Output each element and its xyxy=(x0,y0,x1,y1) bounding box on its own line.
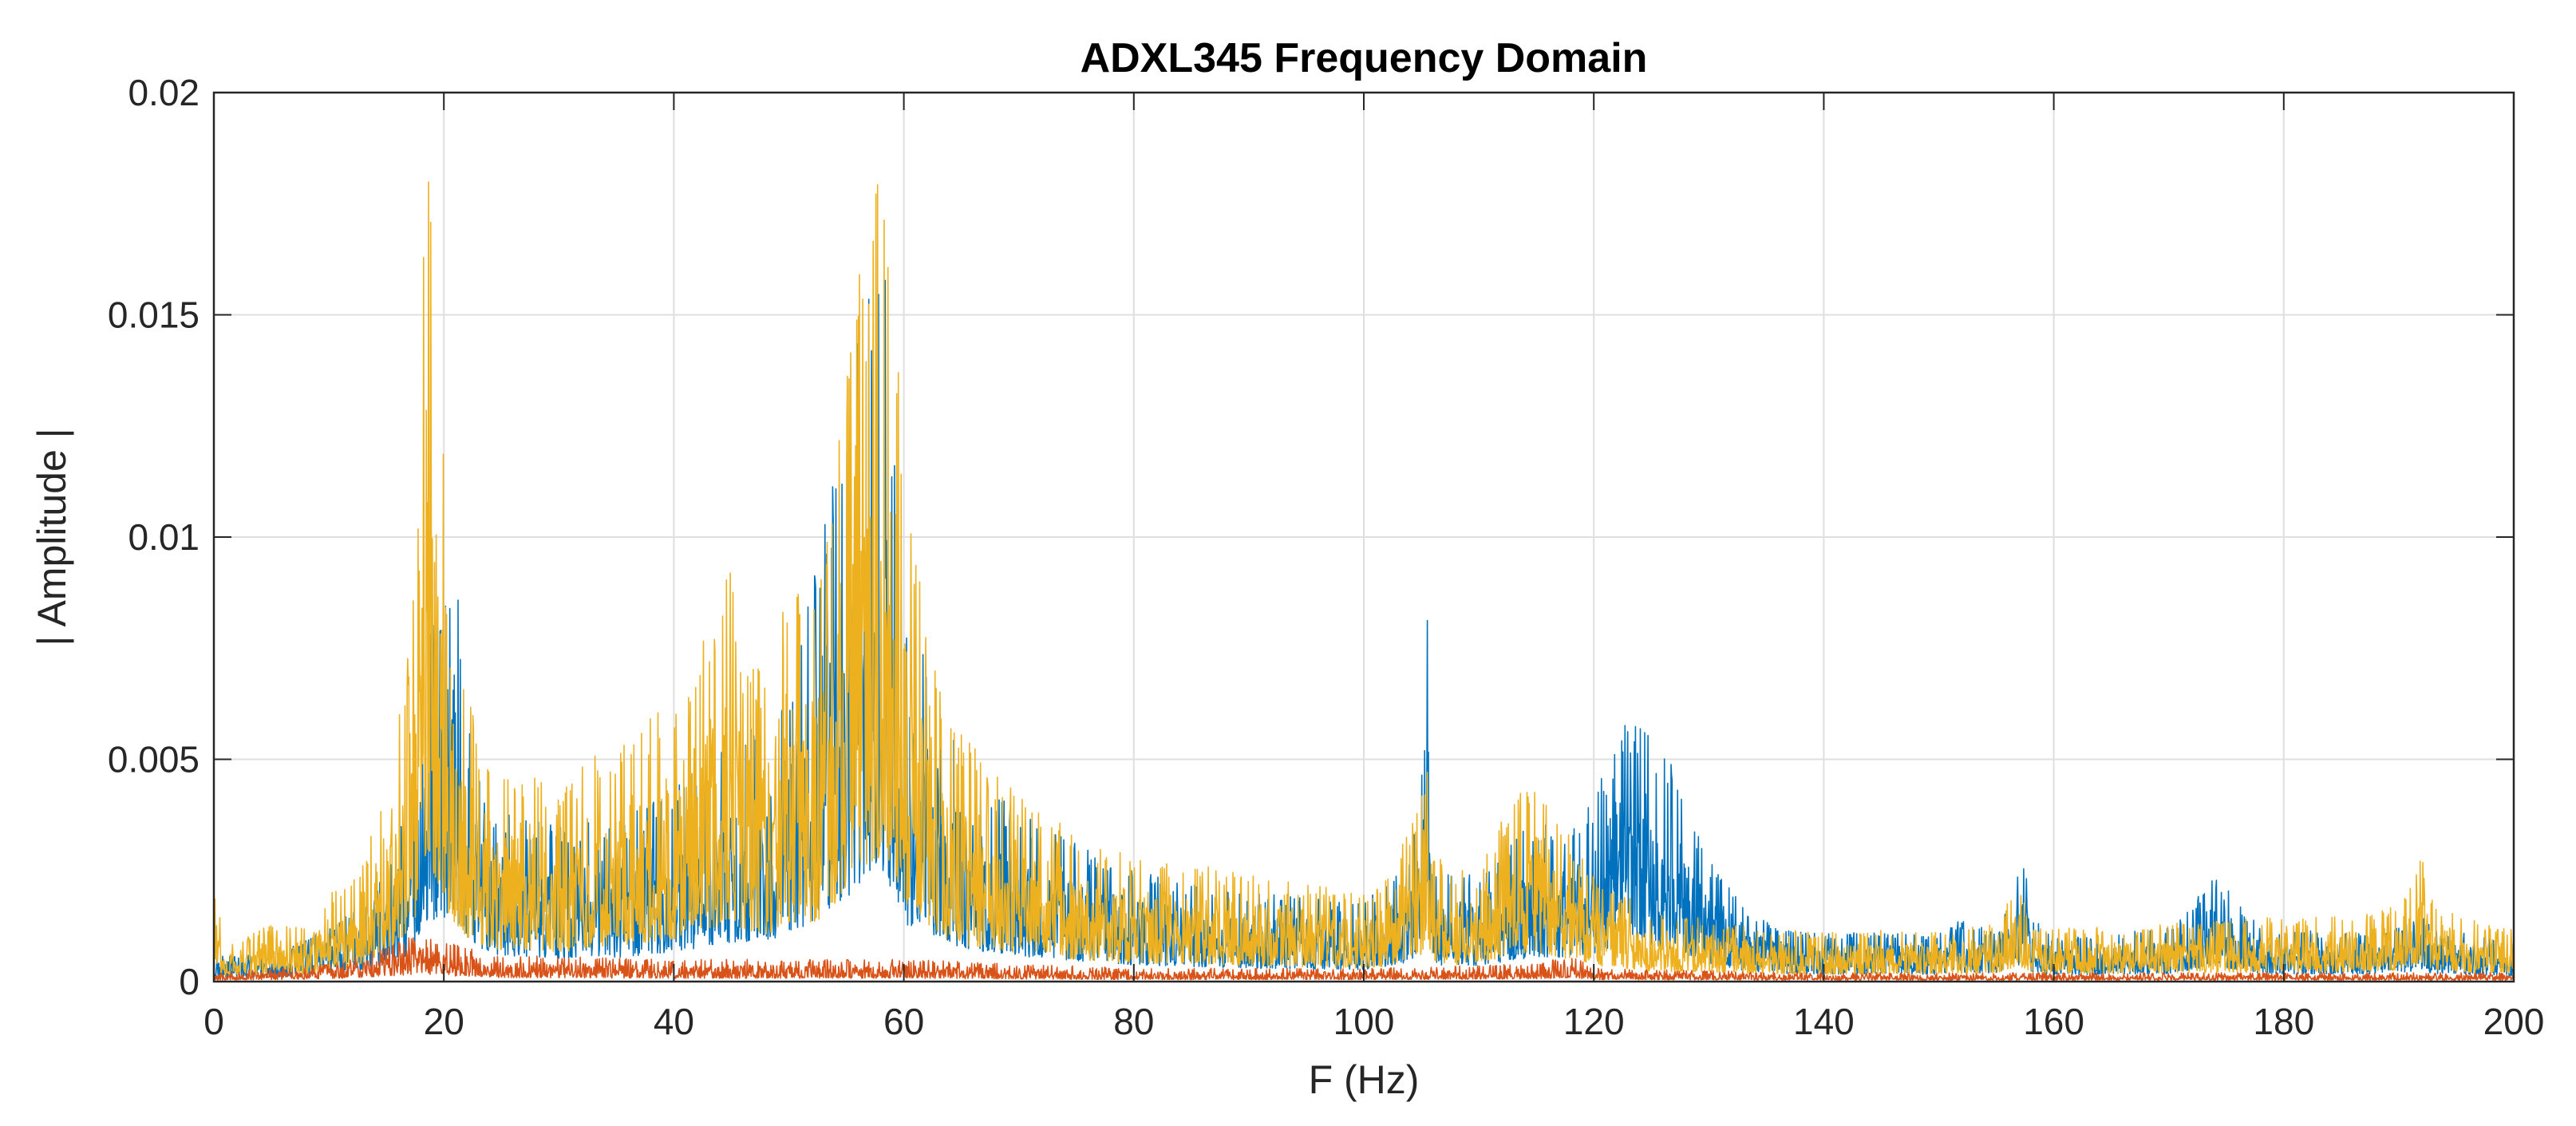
y-tick-label: 0.015 xyxy=(108,294,200,336)
x-tick-label: 20 xyxy=(424,1001,464,1042)
y-tick-label: 0.02 xyxy=(128,72,200,113)
y-tick-label: 0 xyxy=(179,961,200,1002)
y-tick-label: 0.01 xyxy=(128,516,200,558)
series-yellow xyxy=(213,181,2515,976)
x-tick-label: 80 xyxy=(1113,1001,1154,1042)
chart-title: ADXL345 Frequency Domain xyxy=(1081,35,1648,81)
x-tick-label: 40 xyxy=(654,1001,694,1042)
x-tick-label: 100 xyxy=(1333,1001,1395,1042)
axes xyxy=(212,91,2515,983)
x-tick-label: 160 xyxy=(2023,1001,2084,1042)
tick-labels: 0 20 40 60 80 100 120 140 160 180 200 0 0.005 0.01 0.0… xyxy=(108,72,2545,1042)
x-axis-label: F (Hz) xyxy=(1309,1057,1420,1102)
x-tick-label: 200 xyxy=(2483,1001,2545,1042)
plot-frame xyxy=(212,91,2515,983)
x-tick-label: 180 xyxy=(2253,1001,2314,1042)
x-tick-label: 120 xyxy=(1563,1001,1625,1042)
x-tick-label: 140 xyxy=(1793,1001,1855,1042)
y-axis-label: | Amplitude | xyxy=(30,428,74,646)
y-tick-label: 0.005 xyxy=(108,739,200,780)
x-tick-label: 0 xyxy=(203,1001,224,1042)
x-tick-label: 60 xyxy=(883,1001,924,1042)
